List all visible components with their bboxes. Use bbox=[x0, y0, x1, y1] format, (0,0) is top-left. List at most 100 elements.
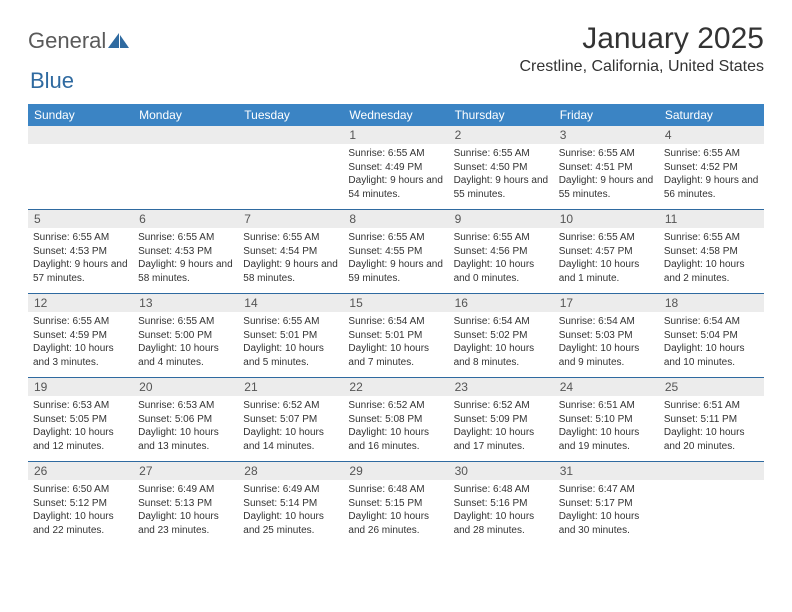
calendar-cell: 22Sunrise: 6:52 AMSunset: 5:08 PMDayligh… bbox=[343, 378, 448, 461]
calendar-cell: 17Sunrise: 6:54 AMSunset: 5:03 PMDayligh… bbox=[554, 294, 659, 377]
day-number: 24 bbox=[554, 378, 659, 396]
day-details: Sunrise: 6:52 AMSunset: 5:07 PMDaylight:… bbox=[238, 396, 343, 457]
day-details: Sunrise: 6:55 AMSunset: 4:53 PMDaylight:… bbox=[28, 228, 133, 289]
day-details: Sunrise: 6:55 AMSunset: 4:55 PMDaylight:… bbox=[343, 228, 448, 289]
day-number: 29 bbox=[343, 462, 448, 480]
day-number: 18 bbox=[659, 294, 764, 312]
calendar-cell: 31Sunrise: 6:47 AMSunset: 5:17 PMDayligh… bbox=[554, 462, 659, 545]
day-details: Sunrise: 6:48 AMSunset: 5:15 PMDaylight:… bbox=[343, 480, 448, 541]
day-details: Sunrise: 6:50 AMSunset: 5:12 PMDaylight:… bbox=[28, 480, 133, 541]
calendar-cell: 3Sunrise: 6:55 AMSunset: 4:51 PMDaylight… bbox=[554, 126, 659, 209]
calendar-cell bbox=[659, 462, 764, 545]
day-number: 3 bbox=[554, 126, 659, 144]
day-number bbox=[238, 126, 343, 144]
day-number: 10 bbox=[554, 210, 659, 228]
location-text: Crestline, California, United States bbox=[519, 58, 764, 76]
calendar-cell: 30Sunrise: 6:48 AMSunset: 5:16 PMDayligh… bbox=[449, 462, 554, 545]
day-number: 22 bbox=[343, 378, 448, 396]
calendar-cell: 29Sunrise: 6:48 AMSunset: 5:15 PMDayligh… bbox=[343, 462, 448, 545]
logo: General bbox=[28, 22, 132, 54]
day-details: Sunrise: 6:55 AMSunset: 4:50 PMDaylight:… bbox=[449, 144, 554, 205]
day-number: 6 bbox=[133, 210, 238, 228]
day-details: Sunrise: 6:54 AMSunset: 5:04 PMDaylight:… bbox=[659, 312, 764, 373]
calendar-row: 1Sunrise: 6:55 AMSunset: 4:49 PMDaylight… bbox=[28, 126, 764, 209]
calendar-cell: 19Sunrise: 6:53 AMSunset: 5:05 PMDayligh… bbox=[28, 378, 133, 461]
logo-word-blue: Blue bbox=[30, 68, 74, 94]
calendar-cell bbox=[28, 126, 133, 209]
day-details: Sunrise: 6:47 AMSunset: 5:17 PMDaylight:… bbox=[554, 480, 659, 541]
day-number bbox=[28, 126, 133, 144]
day-details: Sunrise: 6:51 AMSunset: 5:11 PMDaylight:… bbox=[659, 396, 764, 457]
day-details: Sunrise: 6:55 AMSunset: 4:53 PMDaylight:… bbox=[133, 228, 238, 289]
day-details: Sunrise: 6:54 AMSunset: 5:01 PMDaylight:… bbox=[343, 312, 448, 373]
calendar-row: 12Sunrise: 6:55 AMSunset: 4:59 PMDayligh… bbox=[28, 293, 764, 377]
weekday-header: Friday bbox=[554, 108, 659, 122]
day-number: 15 bbox=[343, 294, 448, 312]
day-details: Sunrise: 6:55 AMSunset: 4:51 PMDaylight:… bbox=[554, 144, 659, 205]
day-details: Sunrise: 6:51 AMSunset: 5:10 PMDaylight:… bbox=[554, 396, 659, 457]
day-details: Sunrise: 6:54 AMSunset: 5:02 PMDaylight:… bbox=[449, 312, 554, 373]
day-details: Sunrise: 6:55 AMSunset: 4:49 PMDaylight:… bbox=[343, 144, 448, 205]
calendar-cell: 12Sunrise: 6:55 AMSunset: 4:59 PMDayligh… bbox=[28, 294, 133, 377]
day-details: Sunrise: 6:55 AMSunset: 5:01 PMDaylight:… bbox=[238, 312, 343, 373]
calendar-row: 19Sunrise: 6:53 AMSunset: 5:05 PMDayligh… bbox=[28, 377, 764, 461]
day-number: 7 bbox=[238, 210, 343, 228]
day-number: 21 bbox=[238, 378, 343, 396]
logo-word-general: General bbox=[28, 28, 106, 54]
weekday-header: Saturday bbox=[659, 108, 764, 122]
day-number: 23 bbox=[449, 378, 554, 396]
calendar-cell: 8Sunrise: 6:55 AMSunset: 4:55 PMDaylight… bbox=[343, 210, 448, 293]
day-number: 9 bbox=[449, 210, 554, 228]
calendar-cell bbox=[238, 126, 343, 209]
day-number: 28 bbox=[238, 462, 343, 480]
day-details: Sunrise: 6:53 AMSunset: 5:05 PMDaylight:… bbox=[28, 396, 133, 457]
day-details: Sunrise: 6:49 AMSunset: 5:14 PMDaylight:… bbox=[238, 480, 343, 541]
calendar-cell: 15Sunrise: 6:54 AMSunset: 5:01 PMDayligh… bbox=[343, 294, 448, 377]
day-number: 27 bbox=[133, 462, 238, 480]
calendar-cell: 28Sunrise: 6:49 AMSunset: 5:14 PMDayligh… bbox=[238, 462, 343, 545]
title-block: January 2025 Crestline, California, Unit… bbox=[519, 22, 764, 76]
day-number: 2 bbox=[449, 126, 554, 144]
weekday-header: Sunday bbox=[28, 108, 133, 122]
calendar-cell: 4Sunrise: 6:55 AMSunset: 4:52 PMDaylight… bbox=[659, 126, 764, 209]
day-number: 1 bbox=[343, 126, 448, 144]
day-number: 14 bbox=[238, 294, 343, 312]
day-number: 12 bbox=[28, 294, 133, 312]
calendar-cell: 10Sunrise: 6:55 AMSunset: 4:57 PMDayligh… bbox=[554, 210, 659, 293]
calendar-row: 26Sunrise: 6:50 AMSunset: 5:12 PMDayligh… bbox=[28, 461, 764, 545]
calendar-cell: 20Sunrise: 6:53 AMSunset: 5:06 PMDayligh… bbox=[133, 378, 238, 461]
weekday-header: Tuesday bbox=[238, 108, 343, 122]
day-number: 5 bbox=[28, 210, 133, 228]
calendar-cell: 1Sunrise: 6:55 AMSunset: 4:49 PMDaylight… bbox=[343, 126, 448, 209]
day-details: Sunrise: 6:48 AMSunset: 5:16 PMDaylight:… bbox=[449, 480, 554, 541]
day-number: 25 bbox=[659, 378, 764, 396]
day-number: 16 bbox=[449, 294, 554, 312]
calendar-cell: 24Sunrise: 6:51 AMSunset: 5:10 PMDayligh… bbox=[554, 378, 659, 461]
calendar-cell: 21Sunrise: 6:52 AMSunset: 5:07 PMDayligh… bbox=[238, 378, 343, 461]
calendar-cell: 16Sunrise: 6:54 AMSunset: 5:02 PMDayligh… bbox=[449, 294, 554, 377]
day-number bbox=[133, 126, 238, 144]
calendar-cell: 11Sunrise: 6:55 AMSunset: 4:58 PMDayligh… bbox=[659, 210, 764, 293]
day-number: 4 bbox=[659, 126, 764, 144]
calendar-row: 5Sunrise: 6:55 AMSunset: 4:53 PMDaylight… bbox=[28, 209, 764, 293]
day-number: 17 bbox=[554, 294, 659, 312]
day-details: Sunrise: 6:55 AMSunset: 4:59 PMDaylight:… bbox=[28, 312, 133, 373]
month-title: January 2025 bbox=[519, 22, 764, 56]
day-details: Sunrise: 6:52 AMSunset: 5:08 PMDaylight:… bbox=[343, 396, 448, 457]
day-details: Sunrise: 6:55 AMSunset: 4:58 PMDaylight:… bbox=[659, 228, 764, 289]
day-details: Sunrise: 6:53 AMSunset: 5:06 PMDaylight:… bbox=[133, 396, 238, 457]
calendar-cell: 26Sunrise: 6:50 AMSunset: 5:12 PMDayligh… bbox=[28, 462, 133, 545]
calendar-cell: 23Sunrise: 6:52 AMSunset: 5:09 PMDayligh… bbox=[449, 378, 554, 461]
day-number: 11 bbox=[659, 210, 764, 228]
day-details: Sunrise: 6:55 AMSunset: 4:52 PMDaylight:… bbox=[659, 144, 764, 205]
day-details: Sunrise: 6:55 AMSunset: 4:54 PMDaylight:… bbox=[238, 228, 343, 289]
calendar-cell: 2Sunrise: 6:55 AMSunset: 4:50 PMDaylight… bbox=[449, 126, 554, 209]
calendar-cell: 25Sunrise: 6:51 AMSunset: 5:11 PMDayligh… bbox=[659, 378, 764, 461]
day-number: 26 bbox=[28, 462, 133, 480]
day-details: Sunrise: 6:55 AMSunset: 5:00 PMDaylight:… bbox=[133, 312, 238, 373]
day-details: Sunrise: 6:54 AMSunset: 5:03 PMDaylight:… bbox=[554, 312, 659, 373]
day-number: 30 bbox=[449, 462, 554, 480]
calendar-cell: 5Sunrise: 6:55 AMSunset: 4:53 PMDaylight… bbox=[28, 210, 133, 293]
weekday-header: Wednesday bbox=[343, 108, 448, 122]
day-number: 20 bbox=[133, 378, 238, 396]
